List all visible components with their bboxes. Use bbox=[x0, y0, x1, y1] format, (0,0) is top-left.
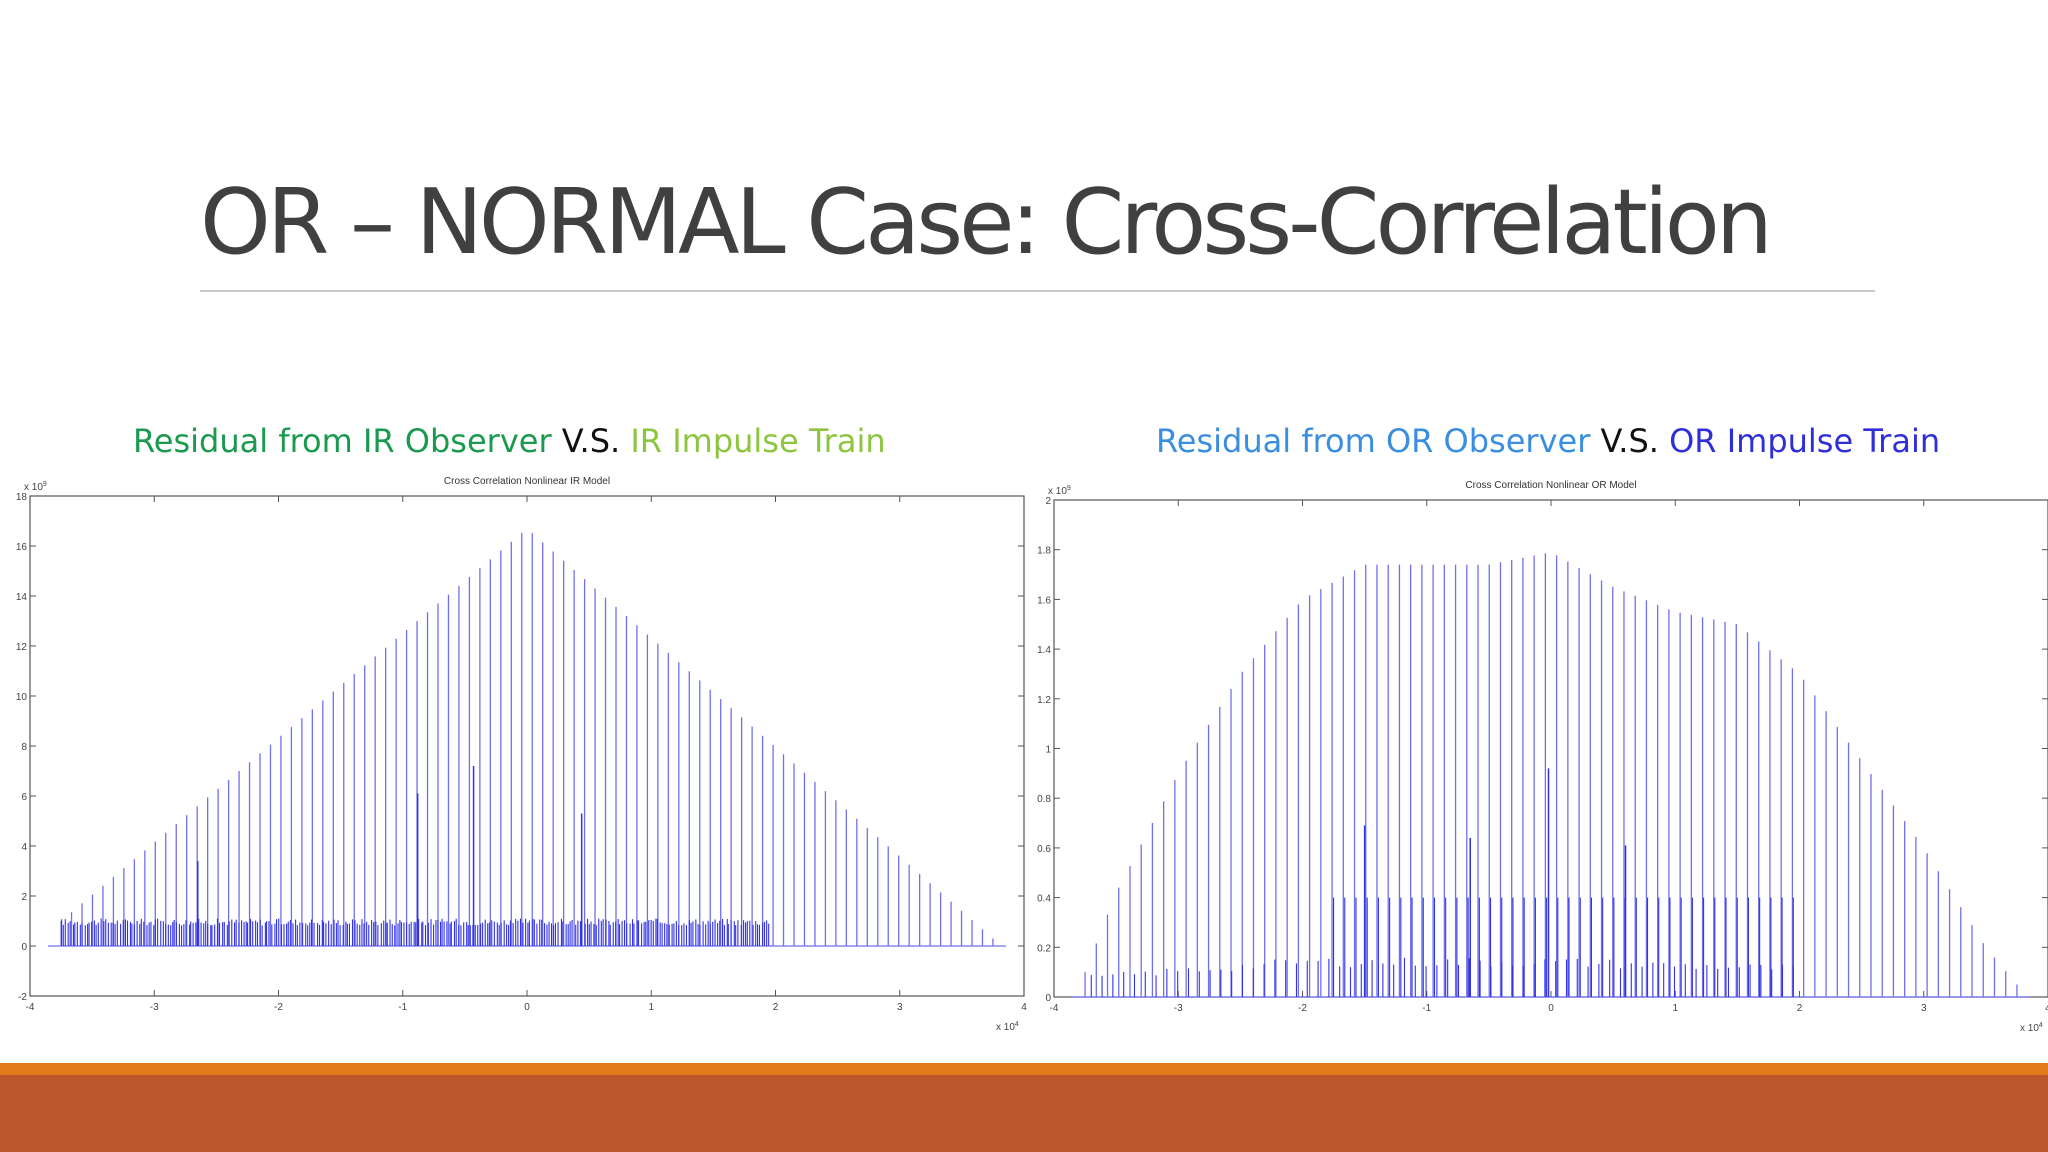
x-tick-label: -3 bbox=[1174, 1003, 1183, 1014]
left-caption-impulse: IR Impulse Train bbox=[630, 422, 886, 460]
y-tick-label: 0.6 bbox=[1037, 844, 1051, 855]
y-tick-label: 4 bbox=[21, 842, 27, 853]
left-caption-vs: V.S. bbox=[551, 422, 631, 460]
footer-accent-stripe bbox=[0, 1063, 2048, 1075]
x-tick-label: -4 bbox=[26, 1002, 35, 1013]
footer-band bbox=[0, 1075, 2048, 1152]
right-caption-impulse: OR Impulse Train bbox=[1669, 422, 1941, 460]
y-multiplier: x 109 bbox=[1048, 485, 1071, 497]
x-tick-label: 4 bbox=[2045, 1003, 2048, 1014]
y-tick-label: 10 bbox=[16, 692, 28, 703]
y-tick-label: 1.6 bbox=[1037, 595, 1051, 606]
y-tick-label: 1 bbox=[1045, 745, 1051, 756]
x-tick-label: -2 bbox=[1298, 1003, 1307, 1014]
x-tick-label: 0 bbox=[1548, 1003, 1554, 1014]
plot-frame bbox=[1053, 499, 2048, 998]
x-multiplier: x 104 bbox=[2020, 1022, 2043, 1034]
y-tick-label: 16 bbox=[16, 542, 28, 553]
y-tick-label: 2 bbox=[21, 892, 27, 903]
y-tick-label: 0.4 bbox=[1037, 894, 1051, 905]
x-tick-label: 1 bbox=[648, 1002, 654, 1013]
y-tick-label: 2 bbox=[1045, 496, 1051, 507]
y-tick-label: 0.8 bbox=[1037, 794, 1051, 805]
y-tick-label: 1.4 bbox=[1037, 645, 1051, 656]
x-tick-label: 2 bbox=[773, 1002, 779, 1013]
chart-title: Cross Correlation Nonlinear OR Model bbox=[1465, 480, 1636, 491]
x-tick-label: 1 bbox=[1672, 1003, 1678, 1014]
x-tick-label: -2 bbox=[274, 1002, 283, 1013]
y-tick-label: 18 bbox=[16, 492, 28, 503]
x-tick-label: 4 bbox=[1021, 1002, 1027, 1013]
slide-title: OR – NORMAL Case: Cross-Correlation bbox=[200, 170, 1773, 275]
right-chart-caption: Residual from OR Observer V.S. OR Impuls… bbox=[1156, 422, 1940, 460]
y-multiplier: x 109 bbox=[24, 481, 47, 493]
y-tick-label: -2 bbox=[18, 992, 27, 1003]
x-tick-label: -4 bbox=[1050, 1003, 1059, 1014]
y-tick-label: 1.8 bbox=[1037, 546, 1051, 557]
x-multiplier: x 104 bbox=[996, 1021, 1019, 1033]
or-cross-correlation-chart: -4 -3 -2 -1 0 1 2 3 4 0 0.2 0.4 0.6 0.8 1 1.2 1.4 1.6 1.8 2… bbox=[1037, 480, 2048, 1034]
y-tick-label: 0 bbox=[21, 942, 27, 953]
title-divider bbox=[200, 290, 1875, 292]
right-caption-vs: V.S. bbox=[1590, 422, 1670, 460]
left-chart-caption: Residual from IR Observer V.S. IR Impuls… bbox=[133, 422, 886, 460]
plot-frame bbox=[29, 495, 1025, 997]
y-tick-label: 1.2 bbox=[1037, 695, 1051, 706]
y-tick-label: 8 bbox=[21, 742, 27, 753]
x-tick-label: -3 bbox=[150, 1002, 159, 1013]
x-tick-label: -1 bbox=[1422, 1003, 1431, 1014]
y-tick-label: 12 bbox=[16, 642, 28, 653]
stem-series-main bbox=[1084, 553, 2018, 997]
chart-title: Cross Correlation Nonlinear IR Model bbox=[444, 476, 610, 487]
x-tick-label: -1 bbox=[398, 1002, 407, 1013]
x-tick-label: 3 bbox=[897, 1002, 903, 1013]
stem-series-dense bbox=[1090, 957, 1794, 997]
left-caption-observer: Residual from IR Observer bbox=[133, 422, 552, 460]
y-tick-label: 0.2 bbox=[1037, 943, 1051, 954]
x-tick-label: 2 bbox=[1797, 1003, 1803, 1014]
x-tick-label: 3 bbox=[1921, 1003, 1927, 1014]
x-tick-label: 0 bbox=[524, 1002, 530, 1013]
y-tick-label: 14 bbox=[16, 592, 28, 603]
y-tick-label: 0 bbox=[1045, 993, 1051, 1004]
stem-series-dense bbox=[61, 918, 770, 946]
right-caption-observer: Residual from OR Observer bbox=[1156, 422, 1591, 460]
y-tick-label: 6 bbox=[21, 792, 27, 803]
stem-series-main bbox=[60, 532, 994, 946]
